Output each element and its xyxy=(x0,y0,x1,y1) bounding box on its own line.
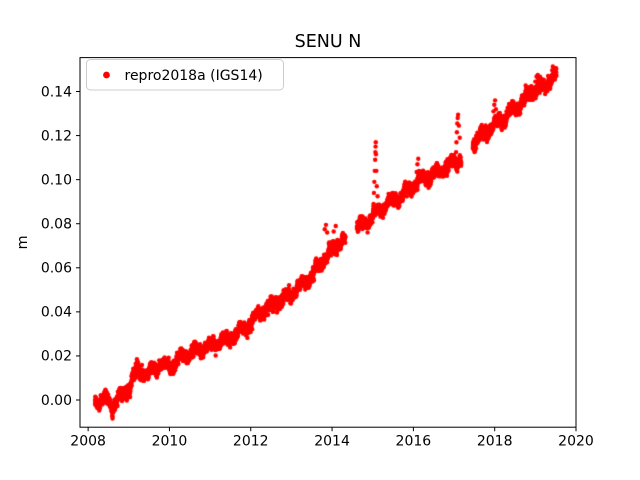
x-tick-label: 2008 xyxy=(70,434,106,450)
x-tick-label: 2010 xyxy=(152,434,188,450)
y-tick-label: 0.12 xyxy=(41,128,72,144)
x-tick-label: 2014 xyxy=(314,434,350,450)
x-tick-label: 2020 xyxy=(558,434,594,450)
y-tick-label: 0.10 xyxy=(41,172,72,188)
y-tick-label: 0.02 xyxy=(41,349,72,365)
chart-title: SENU N xyxy=(295,32,362,52)
x-tick-label: 2018 xyxy=(477,434,513,450)
legend-marker-dot-icon xyxy=(103,71,110,79)
y-axis-label: m xyxy=(15,235,31,249)
y-tick-label: 0.00 xyxy=(41,393,72,409)
x-tick-label: 2016 xyxy=(396,434,432,450)
y-tick-label: 0.06 xyxy=(41,261,72,277)
legend-label: repro2018a (IGS14) xyxy=(125,68,263,84)
x-tick-label: 2012 xyxy=(233,434,269,450)
legend-box xyxy=(86,59,284,91)
legend: repro2018a (IGS14) xyxy=(86,59,284,91)
y-tick-label: 0.04 xyxy=(41,305,72,321)
plot-border xyxy=(79,57,577,428)
y-tick-label: 0.14 xyxy=(41,84,72,100)
y-tick-label: 0.08 xyxy=(41,217,72,233)
x-axis-ticks: 2008 2010 2012 2014 2016 2018 2020 xyxy=(70,427,594,450)
y-axis-ticks: 0.00 0.02 0.04 0.06 0.08 0.10 0.12 0.14 xyxy=(41,84,80,409)
